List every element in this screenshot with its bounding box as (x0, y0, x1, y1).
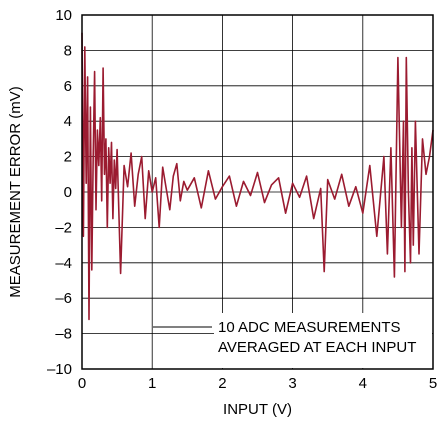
x-tick-label-3: 3 (288, 375, 296, 392)
annotation-background (214, 313, 432, 368)
x-tick-label-0: 0 (78, 375, 86, 392)
x-axis-label: INPUT (V) (223, 401, 292, 418)
x-tick-label-1: 1 (148, 375, 156, 392)
y-tick-label-6: –2 (55, 219, 72, 236)
y-tick-label-2: 6 (64, 78, 72, 95)
tick-labels: 0 1 2 3 4 5 10 8 6 4 2 0 –2 –4 –6 –8 –10 (47, 7, 437, 392)
annotation-text-line-1: 10 ADC MEASUREMENTS (218, 319, 401, 336)
plot-frame (81, 14, 434, 370)
series-line-0 (81, 32, 434, 321)
x-tick-label-4: 4 (359, 375, 367, 392)
x-tick-label-2: 2 (218, 375, 226, 392)
series-layer (81, 32, 434, 321)
y-tick-label-7: –4 (55, 255, 72, 272)
annotation-box: 10 ADC MEASUREMENTS AVERAGED AT EACH INP… (153, 313, 432, 368)
y-tick-label-9: –8 (55, 326, 72, 343)
y-tick-label-3: 4 (64, 113, 72, 130)
y-tick-label-5: 0 (64, 184, 72, 201)
annotation-text-line-2: AVERAGED AT EACH INPUT (218, 339, 416, 356)
y-tick-label-8: –6 (55, 290, 72, 307)
y-tick-label-1: 8 (64, 42, 72, 59)
y-tick-label-10: –10 (47, 361, 72, 378)
y-tick-label-0: 10 (55, 7, 72, 24)
x-tick-label-5: 5 (429, 375, 437, 392)
y-tick-label-4: 2 (64, 149, 72, 166)
y-axis-label: MEASUREMENT ERROR (mV) (7, 86, 24, 297)
